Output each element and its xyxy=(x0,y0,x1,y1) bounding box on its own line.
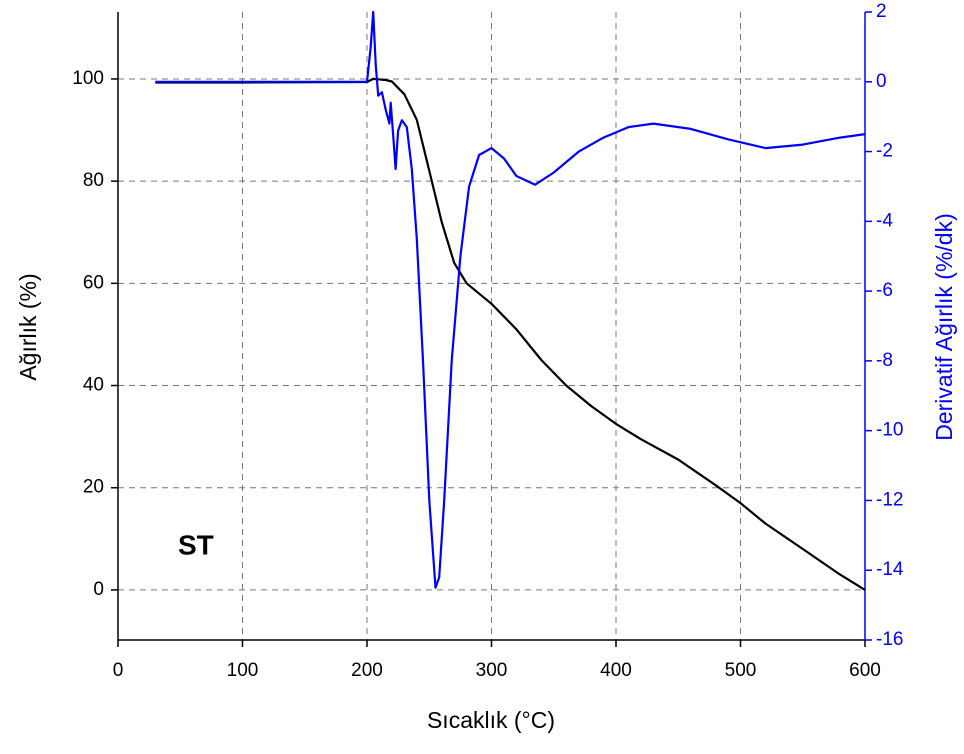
series-line xyxy=(155,77,866,591)
annotation: ST xyxy=(178,529,214,560)
y2-tick-label: 0 xyxy=(876,71,887,92)
y-tick-label: 20 xyxy=(83,477,104,498)
y2-tick-label: -10 xyxy=(876,420,903,441)
y2-tick-label: -2 xyxy=(876,141,893,162)
series-line xyxy=(155,10,866,589)
y-axis-title: Ağırlık (%) xyxy=(15,273,41,380)
x-axis-title: Sıcaklık (°C) xyxy=(427,707,555,733)
y2-tick-label: -6 xyxy=(876,280,893,301)
y-tick-label: 0 xyxy=(93,579,104,600)
x-tick-label: 100 xyxy=(227,660,259,681)
y-tick-label: 80 xyxy=(83,170,104,191)
x-tick-label: 400 xyxy=(600,660,632,681)
y-tick-label: 40 xyxy=(83,375,104,396)
y-tick-label: 60 xyxy=(83,272,104,293)
y2-axis-title: Derivatif Ağırlık (%/dk) xyxy=(931,213,957,441)
y2-tick-label: -8 xyxy=(876,350,893,371)
y2-tick-label: -14 xyxy=(876,559,904,580)
y2-tick-label: -16 xyxy=(876,629,903,650)
y2-tick-label: -4 xyxy=(876,210,893,231)
x-tick-label: 0 xyxy=(113,660,124,681)
y2-tick-label: -12 xyxy=(876,489,903,510)
x-tick-label: 600 xyxy=(849,660,881,681)
x-tick-label: 500 xyxy=(725,660,757,681)
y2-tick-label: 2 xyxy=(876,1,887,22)
y-tick-label: 100 xyxy=(72,68,104,89)
x-tick-label: 200 xyxy=(351,660,383,681)
x-tick-label: 300 xyxy=(476,660,508,681)
